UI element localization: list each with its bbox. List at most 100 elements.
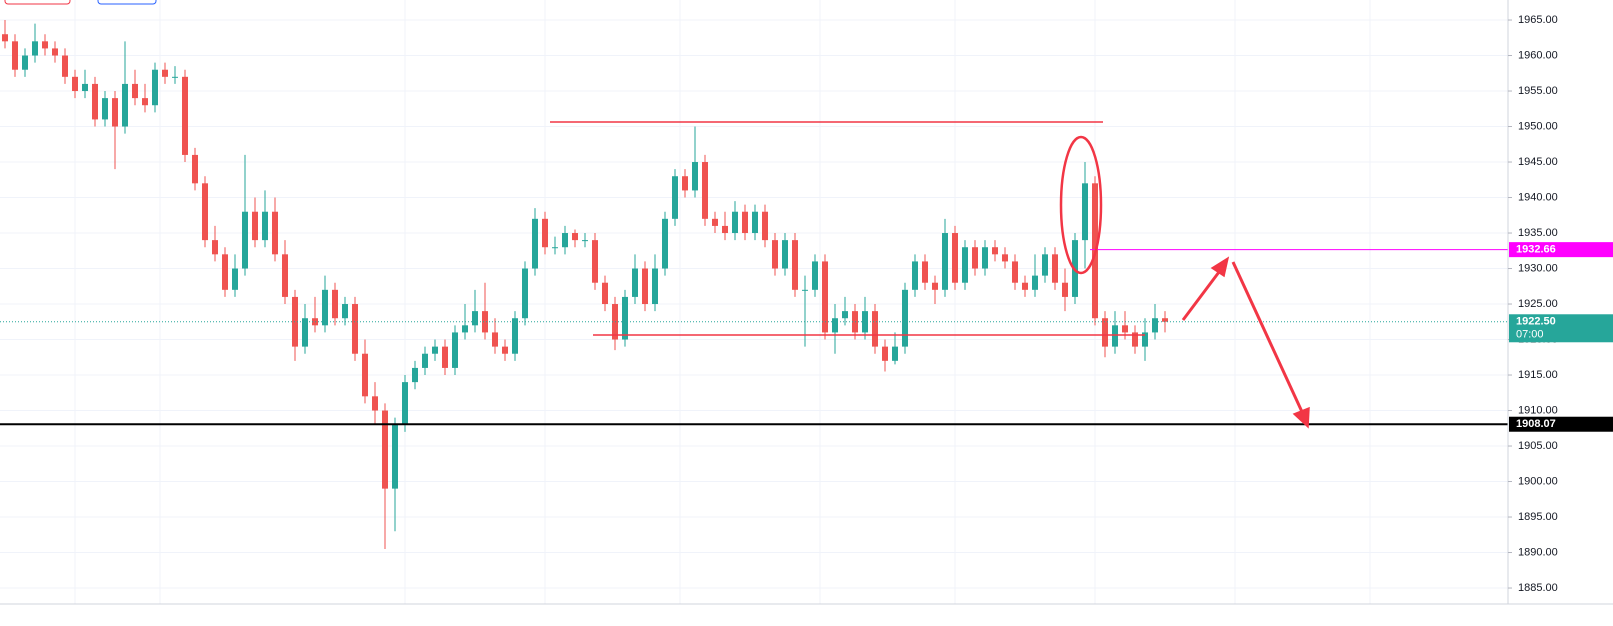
candle-body (232, 268, 238, 290)
candle-body (452, 332, 458, 368)
candle-body (502, 346, 508, 354)
y-tick-label: 1965.00 (1518, 14, 1558, 26)
candle-body (482, 311, 488, 333)
candle-body (322, 289, 328, 326)
candle-body (552, 247, 558, 249)
price-label: 1922.50 (1516, 316, 1556, 328)
candle-body (432, 346, 438, 354)
candle-body (942, 233, 948, 290)
candle-body (822, 261, 828, 333)
candle-body (832, 318, 838, 333)
candle-body (182, 76, 188, 155)
price-label: 1908.07 (1516, 418, 1556, 430)
candle-body (242, 211, 248, 269)
candle-body (662, 218, 668, 269)
candle-body (912, 261, 918, 290)
price-label-box (1509, 314, 1613, 343)
y-tick-label: 1890.00 (1518, 546, 1558, 558)
candle-body (882, 346, 888, 361)
toolbar-button[interactable] (97, 0, 157, 5)
candle-body (302, 318, 308, 347)
candle-body (62, 55, 68, 77)
candle-body (872, 311, 878, 347)
y-tick-label: 1955.00 (1518, 85, 1558, 97)
candle-body (92, 83, 98, 120)
candle-body (522, 268, 528, 319)
candle-body (982, 247, 988, 269)
price-label-box (1509, 416, 1613, 432)
candle-body (1022, 282, 1028, 290)
candle-body (442, 346, 448, 368)
candle-body (752, 211, 758, 234)
candle-body (202, 183, 208, 241)
candle-body (722, 225, 728, 234)
candle-body (212, 240, 218, 255)
arrow-head (1210, 256, 1230, 278)
candle-body (532, 218, 538, 269)
candle-body (572, 233, 578, 241)
y-tick-label: 1885.00 (1518, 582, 1558, 594)
candle-body (262, 211, 268, 241)
candle-body (992, 247, 998, 255)
y-tick-label: 1960.00 (1518, 49, 1558, 61)
candle-body (52, 48, 58, 56)
candle-body (642, 268, 648, 305)
candle-body (692, 162, 698, 191)
candle-body (742, 211, 748, 234)
candle-body (42, 41, 48, 49)
arrow-down (1231, 261, 1305, 415)
candle-body (792, 240, 798, 290)
candle-body (902, 289, 908, 347)
candle-body (632, 268, 638, 297)
candle-body (922, 261, 928, 283)
y-tick-label: 1910.00 (1518, 404, 1558, 416)
y-tick-label: 1895.00 (1518, 511, 1558, 523)
candle-body (1152, 318, 1158, 333)
candle-body (1142, 332, 1148, 347)
candle-body (382, 410, 388, 489)
candle-body (1132, 332, 1138, 347)
candle-body (762, 211, 768, 241)
candle-body (282, 254, 288, 297)
price-label: 1932.66 (1516, 244, 1556, 256)
price-axis: 1885.00 1890.00 1895.00 1900.00 1905.00 1910.… (1508, 14, 1613, 594)
candle-body (332, 289, 338, 319)
candle-body (512, 318, 518, 354)
y-tick-label: 1925.00 (1518, 298, 1558, 310)
candle-body (32, 41, 38, 56)
candle-body (952, 233, 958, 283)
candle-body (622, 296, 628, 340)
candle-body (772, 240, 778, 269)
candle-body (712, 218, 718, 226)
candle-body (1102, 318, 1108, 347)
candle-body (582, 240, 588, 242)
toolbar-button[interactable] (4, 0, 71, 5)
candle-body (962, 247, 968, 283)
candle-body (412, 367, 418, 383)
candle-body (472, 311, 478, 326)
candle-body (1082, 183, 1088, 241)
candle-body (192, 154, 198, 184)
candle-body (1002, 254, 1008, 262)
candle-body (652, 268, 658, 305)
candle-body (392, 424, 398, 489)
candle-body (462, 325, 468, 333)
candle-body (222, 254, 228, 290)
candle-body (562, 233, 568, 248)
candle-body (1052, 254, 1058, 283)
candle-body (2, 34, 8, 42)
y-tick-label: 1905.00 (1518, 440, 1558, 452)
candle-body (102, 98, 108, 120)
y-tick-label: 1935.00 (1518, 227, 1558, 239)
drawings (550, 121, 1310, 429)
candle-body (1042, 254, 1048, 276)
candle-body (132, 83, 138, 99)
candle-body (542, 218, 548, 248)
candle-body (72, 76, 78, 92)
candle-body (892, 346, 898, 361)
highlight-ellipse (1059, 135, 1103, 275)
candle-body (1032, 275, 1038, 290)
candle-body (1162, 318, 1168, 322)
candle-body (372, 396, 378, 411)
